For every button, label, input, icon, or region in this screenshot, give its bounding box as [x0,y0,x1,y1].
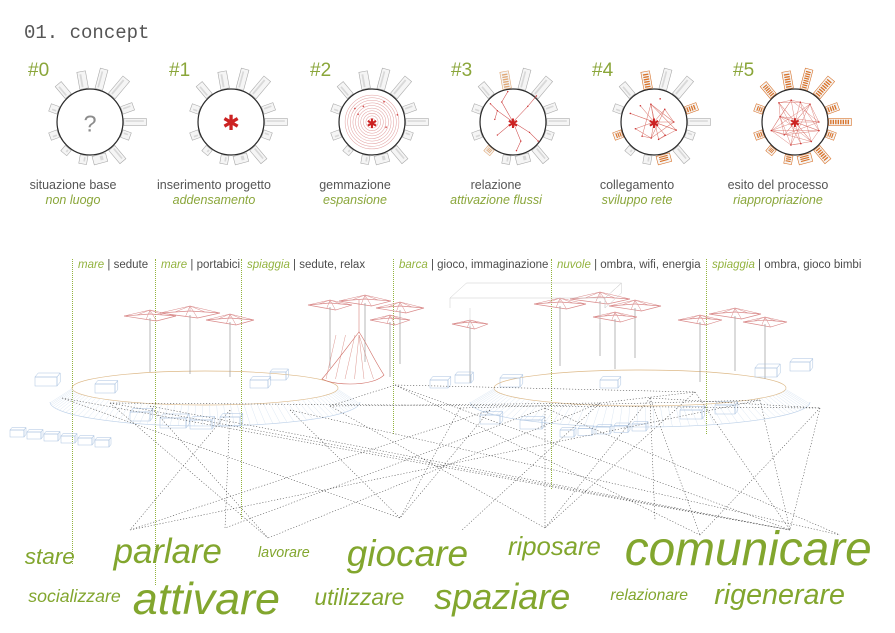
svg-text:✱: ✱ [222,112,239,135]
svg-text:✱: ✱ [367,116,378,131]
svg-text:✱: ✱ [508,116,519,131]
svg-text:✱: ✱ [649,116,660,131]
svg-text:?: ? [83,111,96,137]
svg-text:✱: ✱ [790,116,800,130]
